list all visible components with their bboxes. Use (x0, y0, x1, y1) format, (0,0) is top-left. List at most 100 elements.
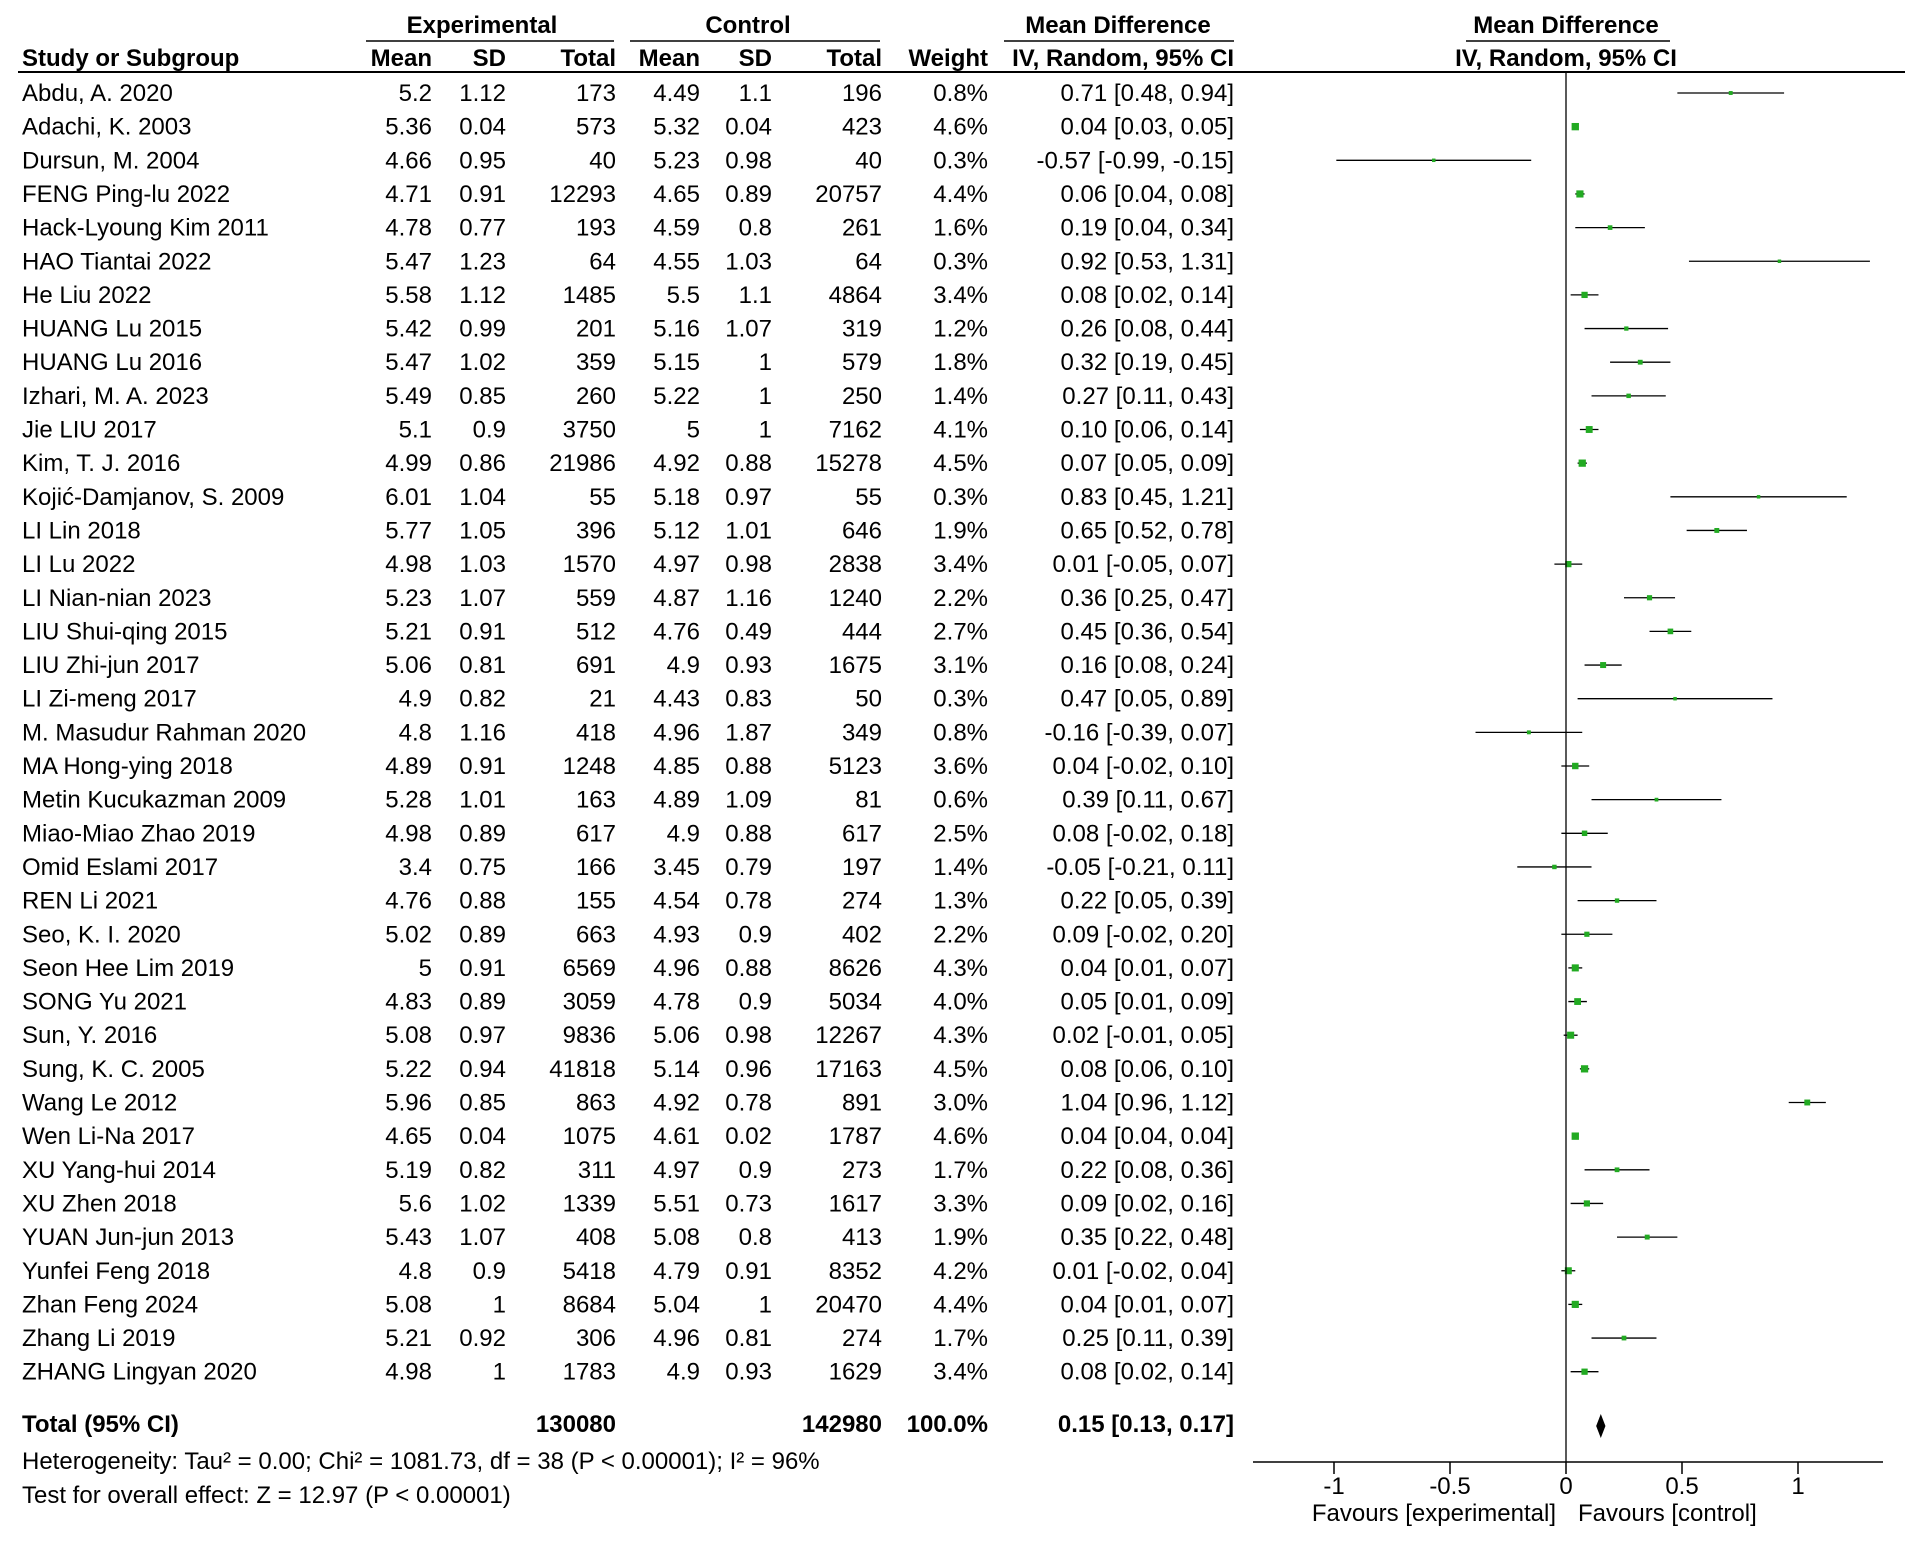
cell-exp-total: 559 (576, 585, 616, 612)
cell-study: Izhari, M. A. 2023 (22, 383, 209, 410)
cell-ctl-sd: 0.8 (739, 1224, 772, 1251)
cell-ci-text: 0.04 [0.01, 0.07] (1061, 955, 1234, 982)
cell-study: Sung, K. C. 2005 (22, 1056, 205, 1083)
cell-weight: 1.4% (933, 383, 988, 410)
cell-exp-mean: 4.76 (385, 888, 432, 915)
point-estimate (1654, 797, 1659, 802)
cell-exp-sd: 0.85 (459, 383, 506, 410)
cell-ctl-total: 891 (842, 1090, 882, 1117)
cell-exp-total: 1075 (563, 1123, 616, 1150)
cell-exp-total: 691 (576, 652, 616, 679)
point-estimate (1571, 122, 1579, 131)
cell-exp-mean: 4.9 (399, 686, 432, 713)
cell-exp-sd: 0.94 (459, 1056, 506, 1083)
cell-weight: 1.9% (933, 1224, 988, 1251)
cell-weight: 4.2% (933, 1258, 988, 1285)
cell-ctl-total: 319 (842, 316, 882, 343)
cell-ci-text: 0.83 [0.45, 1.21] (1061, 484, 1234, 511)
cell-ctl-mean: 5.32 (653, 114, 700, 141)
cell-ci-text: 0.71 [0.48, 0.94] (1061, 80, 1234, 107)
cell-ctl-mean: 5.18 (653, 484, 700, 511)
cell-ctl-sd: 1.07 (725, 316, 772, 343)
cell-exp-mean: 4.66 (385, 147, 432, 174)
cell-ctl-sd: 0.49 (725, 618, 772, 645)
cell-exp-total: 663 (576, 921, 616, 948)
cell-study: Dursun, M. 2004 (22, 147, 199, 174)
cell-study: LIU Zhi-jun 2017 (22, 652, 199, 679)
header-plot-title: Mean Difference (1473, 12, 1658, 39)
cell-study: M. Masudur Rahman 2020 (22, 719, 306, 746)
header-method: IV, Random, 95% CI (1012, 45, 1234, 72)
cell-ctl-total: 261 (842, 215, 882, 242)
cell-study: HUANG Lu 2015 (22, 316, 202, 343)
cell-ctl-sd: 0.93 (725, 652, 772, 679)
cell-weight: 2.2% (933, 921, 988, 948)
total-label: Total (95% CI) (22, 1411, 179, 1438)
cell-ctl-total: 81 (855, 787, 882, 814)
cell-ctl-mean: 5.14 (653, 1056, 700, 1083)
cell-study: LI Lu 2022 (22, 551, 135, 578)
cell-exp-sd: 0.86 (459, 450, 506, 477)
cell-exp-total: 12293 (549, 181, 616, 208)
cell-ctl-sd: 0.9 (739, 989, 772, 1016)
cell-ctl-mean: 5 (687, 417, 700, 444)
cell-exp-total: 6569 (563, 955, 616, 982)
cell-exp-mean: 5.47 (385, 248, 432, 275)
point-estimate (1607, 225, 1613, 230)
header-plot-method: IV, Random, 95% CI (1455, 45, 1677, 72)
cell-exp-total: 3059 (563, 989, 616, 1016)
cell-study: LI Zi-meng 2017 (22, 686, 197, 713)
cell-ci-text: 0.04 [0.04, 0.04] (1061, 1123, 1234, 1150)
cell-ctl-mean: 4.89 (653, 787, 700, 814)
cell-study: Seon Hee Lim 2019 (22, 955, 234, 982)
cell-ctl-sd: 1 (759, 383, 772, 410)
cell-exp-mean: 5.21 (385, 1325, 432, 1352)
cell-exp-sd: 0.97 (459, 1022, 506, 1049)
cell-exp-total: 166 (576, 854, 616, 881)
cell-exp-sd: 0.77 (459, 215, 506, 242)
cell-study: HUANG Lu 2016 (22, 349, 202, 376)
cell-exp-mean: 5.6 (399, 1190, 432, 1217)
cell-study: Zhang Li 2019 (22, 1325, 175, 1352)
point-estimate (1646, 595, 1653, 601)
cell-exp-mean: 5.43 (385, 1224, 432, 1251)
cell-ctl-mean: 4.43 (653, 686, 700, 713)
cell-ctl-total: 5034 (829, 989, 882, 1016)
point-estimate (1583, 1200, 1590, 1207)
cell-exp-mean: 5 (419, 955, 432, 982)
cell-ctl-total: 274 (842, 888, 882, 915)
header-exp-mean: Mean (371, 45, 432, 72)
cell-exp-total: 55 (589, 484, 616, 511)
plot-area: -1 -0.5 0 0.5 1 (1253, 72, 1883, 1500)
cell-exp-total: 1248 (563, 753, 616, 780)
cell-weight: 3.4% (933, 282, 988, 309)
cell-exp-sd: 0.81 (459, 652, 506, 679)
cell-study: Miao-Miao Zhao 2019 (22, 820, 255, 847)
cell-ci-text: 0.07 [0.05, 0.09] (1061, 450, 1234, 477)
cell-weight: 1.7% (933, 1325, 988, 1352)
cell-exp-total: 418 (576, 719, 616, 746)
cell-weight: 0.3% (933, 248, 988, 275)
cell-exp-sd: 0.82 (459, 1157, 506, 1184)
cell-exp-sd: 1.04 (459, 484, 506, 511)
cell-ci-text: 0.04 [0.01, 0.07] (1061, 1291, 1234, 1318)
cell-exp-sd: 1.02 (459, 349, 506, 376)
cell-ctl-sd: 1 (759, 349, 772, 376)
cell-exp-total: 260 (576, 383, 616, 410)
x-tick-label: 0 (1559, 1473, 1572, 1500)
total-ctl-total: 142980 (802, 1411, 882, 1438)
cell-ctl-total: 349 (842, 719, 882, 746)
cell-ctl-mean: 4.61 (653, 1123, 700, 1150)
point-estimate (1600, 662, 1607, 669)
cell-ci-text: 0.08 [0.06, 0.10] (1061, 1056, 1234, 1083)
point-estimate (1614, 898, 1620, 903)
cell-exp-mean: 4.98 (385, 1359, 432, 1386)
pooled-diamond (1596, 1414, 1606, 1438)
cell-exp-sd: 0.9 (473, 417, 506, 444)
cell-ctl-mean: 4.87 (653, 585, 700, 612)
point-estimate (1565, 560, 1572, 568)
cell-exp-total: 863 (576, 1090, 616, 1117)
cell-study: SONG Yu 2021 (22, 989, 187, 1016)
cell-weight: 4.0% (933, 989, 988, 1016)
cell-ctl-mean: 5.06 (653, 1022, 700, 1049)
